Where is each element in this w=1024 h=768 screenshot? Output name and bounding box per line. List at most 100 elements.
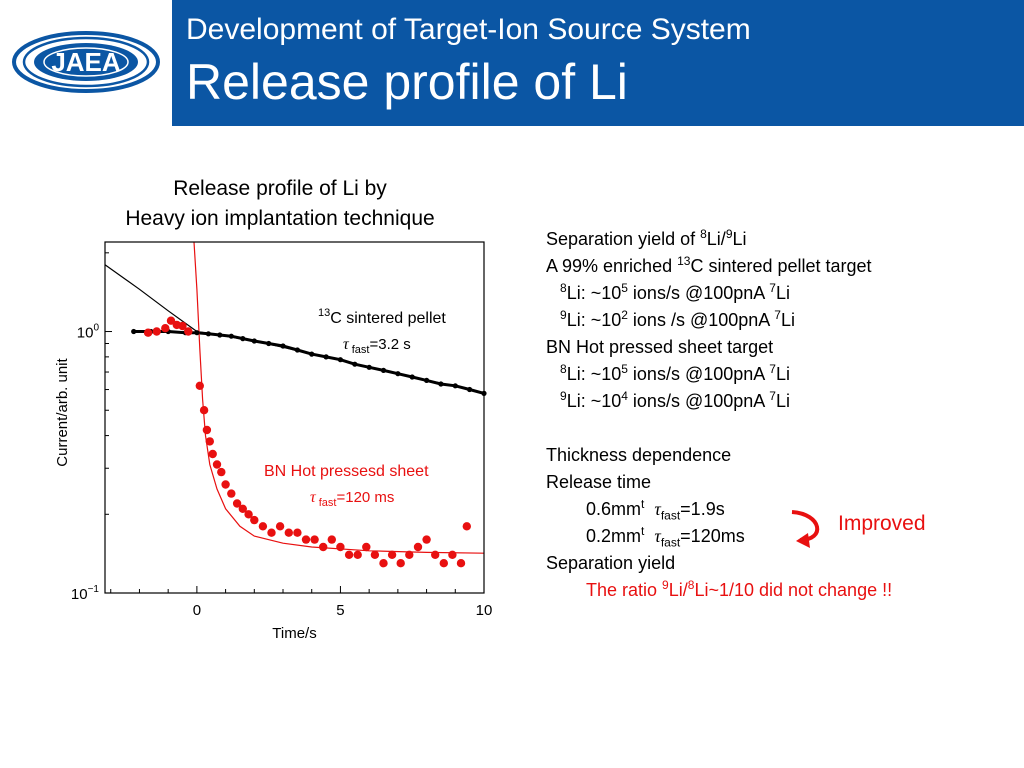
jaea-logo-graphic: JAEA: [12, 31, 160, 93]
series-1-point: [310, 535, 319, 544]
series-1-point: [217, 467, 226, 477]
series-0-point: [266, 340, 272, 347]
series-1-point: [405, 550, 414, 559]
series-1-point: [462, 522, 471, 531]
series-1-point: [396, 559, 405, 568]
series-1-point: [205, 437, 214, 446]
slide-subtitle: Development of Target-Ion Source System: [186, 13, 751, 46]
series-0-point: [424, 377, 430, 383]
series-0-point: [194, 330, 200, 336]
series-0-point: [228, 333, 234, 339]
series-1-point: [353, 550, 362, 559]
series-1-point: [238, 504, 247, 513]
info-line-separation-yield: Separation yield of 8Li/9Li: [546, 227, 747, 249]
y-tick-label: 10−1: [71, 584, 100, 603]
series-1-point: [184, 327, 193, 336]
series-1-point: [258, 522, 268, 531]
series-1-point: [439, 559, 448, 568]
x-tick-label: 5: [336, 602, 344, 619]
info-line-13c-8li: 8Li: ~105 ions/s @100pnA 7Li: [560, 281, 790, 303]
series-0-point: [337, 357, 343, 363]
series-1-point: [208, 449, 217, 459]
series-1-point: [448, 550, 457, 559]
series-0-point: [409, 374, 415, 380]
series-1-point: [221, 480, 230, 489]
series-1-point: [422, 535, 431, 544]
series-1-point: [456, 559, 466, 568]
y-tick-label: 100: [77, 323, 100, 342]
title-banner: Development of Target-Ion Source System …: [172, 0, 1024, 126]
series-0-point: [240, 336, 246, 342]
series-1-point: [212, 460, 222, 469]
slide-title: Release profile of Li: [186, 54, 628, 110]
y-axis-label: Current/arb. unit: [54, 357, 71, 466]
series-1-point: [413, 542, 423, 552]
x-tick-label: 0: [193, 602, 201, 619]
series-0-point: [217, 332, 223, 338]
info-line-release-time: Release time: [546, 472, 652, 492]
x-tick-label: 10: [476, 602, 493, 619]
series-1-point: [327, 535, 336, 544]
series-1-point: [293, 528, 302, 537]
series-1-point: [344, 550, 354, 559]
series-1-point: [232, 499, 242, 508]
improved-arrowhead-icon: [796, 533, 810, 548]
annotation-13c-tau: τ fast=3.2 s: [343, 336, 411, 356]
chart-title-line-1: Release profile of Li by: [173, 177, 387, 200]
series-0-point: [323, 354, 329, 360]
logo-text: JAEA: [51, 47, 121, 77]
info-line-13c-9li: 9Li: ~102 ions /s @100pnA 7Li: [560, 308, 795, 330]
series-1-point: [267, 528, 276, 537]
series-1-point: [161, 324, 170, 333]
series-0-point: [294, 347, 300, 353]
series-1-point: [319, 542, 328, 552]
annotation-13c: 13C sintered pellet: [318, 307, 446, 327]
info-line-bn-target: BN Hot pressed sheet target: [546, 337, 774, 357]
info-line-thickness: Thickness dependence: [546, 445, 732, 465]
info-line-bn-8li: 8Li: ~105 ions/s @100pnA 7Li: [560, 362, 790, 384]
series-0-point: [205, 331, 211, 337]
series-0-point: [352, 361, 358, 367]
series-0-point: [280, 343, 286, 349]
info-panel: Separation yield of 8Li/9Li A 99% enrich…: [546, 226, 892, 604]
series-1-point: [195, 381, 204, 390]
series-1-point: [284, 528, 293, 537]
series-1-point: [152, 327, 161, 336]
series-0-point: [467, 386, 473, 393]
series-1-point: [250, 515, 259, 525]
series-1-point: [379, 559, 388, 568]
series-1-point: [387, 550, 397, 559]
annotation-bn: BN Hot pressesd sheet: [264, 463, 429, 480]
series-1-point: [202, 425, 212, 435]
improved-label: Improved: [838, 512, 926, 535]
plot-frame: [104, 241, 485, 594]
info-line-separation-yield-2: Separation yield: [546, 553, 676, 573]
series-1-fit-line: [193, 242, 484, 554]
series-1-point: [370, 550, 380, 559]
x-axis-label: Time/s: [272, 625, 316, 642]
annotation-bn-tau: τ fast=120 ms: [310, 489, 394, 509]
info-line-ratio: The ratio 9Li/8Li~1/10 did not change !!: [586, 578, 893, 600]
series-1-point: [336, 542, 345, 552]
series-1-point: [362, 542, 371, 552]
chart-title-line-2: Heavy ion implantation technique: [125, 207, 435, 230]
info-line-0.6mm: 0.6mmt τfast=1.9s: [586, 497, 725, 523]
series-0-point: [380, 367, 387, 373]
info-spacer: [546, 415, 892, 442]
info-line-13c-target: A 99% enriched 13C sintered pellet targe…: [546, 254, 872, 276]
chart-title: Release profile of Li by Heavy ion impla…: [60, 174, 500, 234]
series-0-point: [131, 328, 137, 335]
series-0-point: [309, 351, 315, 357]
series-0-trace: [133, 330, 484, 395]
series-0-point: [452, 383, 458, 389]
series-1-point: [178, 321, 187, 331]
series-1-point: [431, 550, 440, 559]
series-1-point: [199, 406, 209, 415]
jaea-logo: JAEA: [0, 0, 172, 126]
series-1-point: [301, 535, 311, 544]
series-0-point: [395, 371, 401, 377]
series-0-point: [438, 381, 444, 387]
series-1-point: [227, 489, 236, 498]
series-1-point: [166, 316, 176, 325]
